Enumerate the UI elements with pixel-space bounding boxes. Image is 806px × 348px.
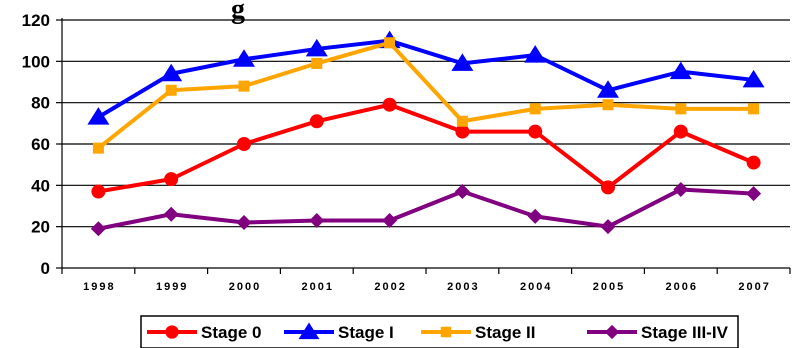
data-point xyxy=(527,208,543,224)
data-point xyxy=(456,115,468,127)
y-axis-ticks: 0 20 40 60 80 100 120 xyxy=(22,11,62,278)
data-point xyxy=(92,142,104,154)
data-point xyxy=(309,212,325,228)
data-point xyxy=(524,45,547,63)
legend-label: Stage II xyxy=(475,323,535,342)
data-point xyxy=(90,221,106,237)
data-point xyxy=(382,97,397,112)
data-point xyxy=(673,181,689,197)
data-point xyxy=(163,206,179,222)
series-group xyxy=(87,30,765,237)
x-tick-label: 2001 xyxy=(302,281,334,293)
series-line xyxy=(98,102,755,194)
data-point xyxy=(238,80,250,92)
legend-entry: Stage I xyxy=(284,322,394,342)
series-line xyxy=(97,38,754,119)
x-tick-label: 2005 xyxy=(593,281,625,293)
data-point xyxy=(742,69,765,88)
series-stage-iii-iv xyxy=(90,181,762,237)
legend-label: Stage III-IV xyxy=(641,323,729,342)
x-axis-ticks: 1998 1999 2000 2001 2002 2003 2004 2005 2006 2007 xyxy=(61,268,791,293)
y-tick-label: 60 xyxy=(31,135,50,154)
data-point xyxy=(160,63,183,82)
series-stage-0 xyxy=(91,97,761,199)
data-point xyxy=(746,155,761,170)
data-point xyxy=(451,53,474,71)
gridlines xyxy=(62,19,790,228)
data-point xyxy=(528,124,543,139)
data-point xyxy=(746,186,762,202)
y-tick-label: 80 xyxy=(31,94,50,113)
data-point xyxy=(454,184,470,200)
legend-swatch-marker xyxy=(440,326,452,338)
chart-title-fragment: g xyxy=(231,0,245,25)
series-line xyxy=(98,187,754,231)
legend-swatch-marker xyxy=(604,324,620,340)
x-tick-label: 2000 xyxy=(229,281,261,293)
legend-swatch-marker xyxy=(165,325,179,339)
y-tick-label: 100 xyxy=(22,52,50,71)
x-tick-label: 2006 xyxy=(666,281,698,293)
legend-entry: Stage 0 xyxy=(147,323,261,342)
x-tick-label: 2002 xyxy=(374,281,406,293)
data-point xyxy=(236,215,252,231)
x-tick-label: 2004 xyxy=(520,281,552,293)
data-point xyxy=(602,99,614,111)
legend-label: Stage 0 xyxy=(201,323,261,342)
data-point xyxy=(382,212,398,228)
legend-entry: Stage II xyxy=(421,323,535,342)
series-line xyxy=(97,40,754,150)
y-tick-label: 120 xyxy=(22,11,50,30)
series-stage-ii xyxy=(92,37,760,154)
data-point xyxy=(675,103,687,115)
data-point xyxy=(165,84,177,96)
data-point xyxy=(601,180,615,195)
data-point xyxy=(164,172,179,187)
x-tick-label: 2007 xyxy=(738,281,770,293)
data-point xyxy=(305,38,328,57)
series-stage-i xyxy=(87,30,765,125)
data-point xyxy=(233,49,255,67)
x-tick-label: 1998 xyxy=(83,281,115,293)
data-point xyxy=(384,37,396,49)
legend-swatch-marker xyxy=(298,322,320,340)
data-point xyxy=(309,114,324,129)
y-tick-label: 40 xyxy=(31,176,50,195)
legend: Stage 0 Stage I Stage II Stage III-IV xyxy=(140,315,739,348)
data-point xyxy=(311,57,323,69)
axes xyxy=(61,18,790,269)
x-tick-label: 1999 xyxy=(156,281,188,293)
legend-label: Stage I xyxy=(338,323,394,342)
y-tick-label: 0 xyxy=(41,259,50,278)
data-point xyxy=(597,80,619,98)
data-point xyxy=(600,219,616,235)
data-point xyxy=(91,184,106,199)
data-point xyxy=(455,124,470,139)
data-point xyxy=(669,61,692,80)
data-point xyxy=(673,124,688,139)
x-tick-label: 2003 xyxy=(447,281,479,293)
data-point xyxy=(237,137,251,151)
data-point xyxy=(87,107,110,125)
legend-entry: Stage III-IV xyxy=(587,323,729,342)
data-point xyxy=(748,103,760,115)
data-point xyxy=(529,103,541,115)
y-tick-label: 20 xyxy=(31,218,50,237)
